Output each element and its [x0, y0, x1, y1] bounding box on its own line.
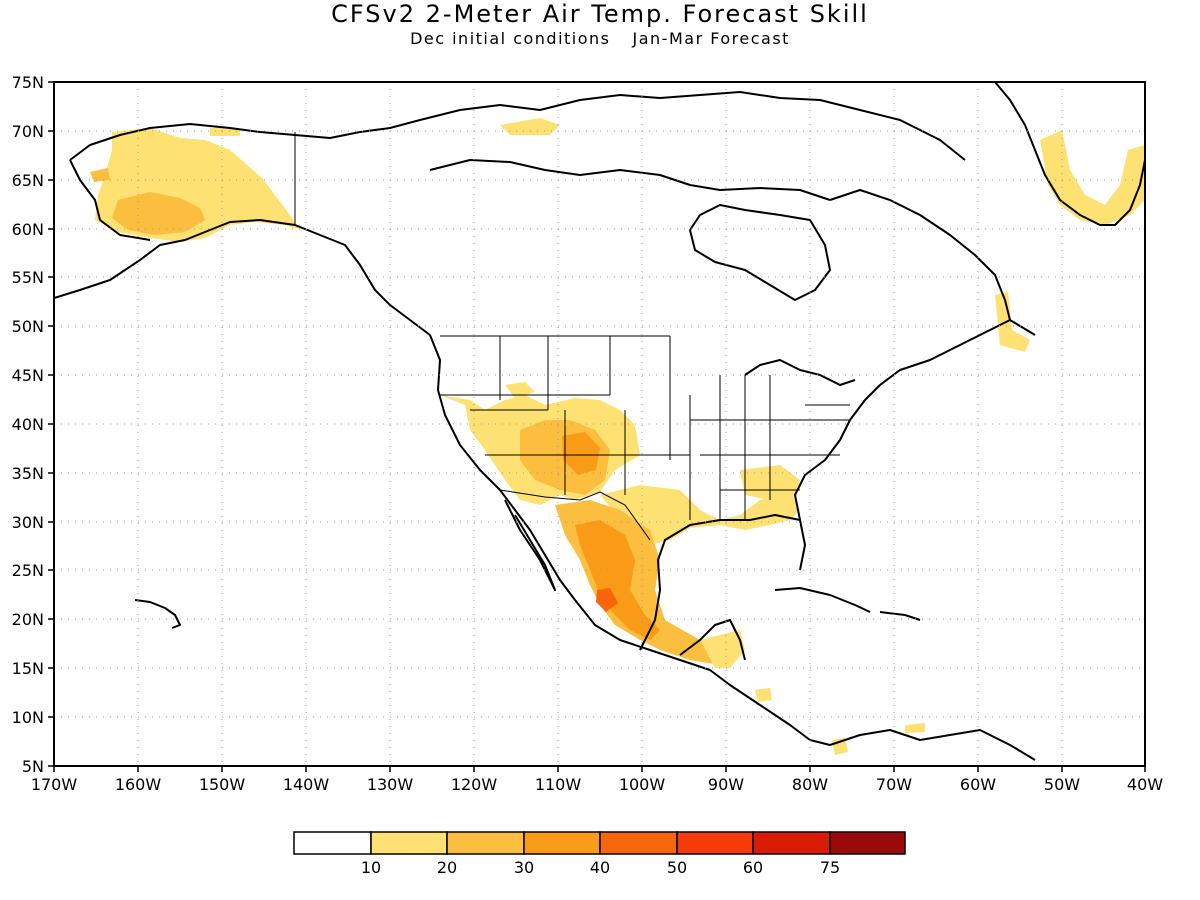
- tick-marks: [48, 81, 1146, 772]
- colorbar-swatch: [446, 831, 525, 855]
- border-us-mexico: [499, 489, 651, 541]
- shade-arctic-islands: [500, 118, 560, 135]
- colorbar-swatch: [523, 831, 601, 855]
- shade-newfoundland: [995, 292, 1030, 352]
- lon-label: 60W: [960, 775, 996, 794]
- coast-baja: [504, 499, 556, 591]
- lat-label: 50N: [12, 317, 44, 336]
- shade-greenland: [1040, 130, 1145, 225]
- lat-label: 70N: [12, 122, 44, 141]
- lat-label: 65N: [12, 171, 44, 190]
- coast-alaska-west: [69, 159, 151, 241]
- shade-mexico-core: [575, 520, 660, 640]
- map-title: CFSv2 2-Meter Air Temp. Forecast Skill: [331, 0, 869, 28]
- lon-label: 110W: [535, 775, 582, 794]
- coast-hudson-bay: [689, 204, 831, 301]
- lon-label: 150W: [199, 775, 246, 794]
- coast-great-lakes: [744, 359, 856, 386]
- colorbar-label: 75: [820, 858, 840, 877]
- shade-alaska-inner: [112, 192, 205, 235]
- coast-arctic: [359, 91, 966, 161]
- coast-yucatan: [679, 619, 746, 661]
- coast-east-us: [794, 319, 1036, 521]
- lon-label: 120W: [451, 775, 498, 794]
- lat-label: 60N: [12, 220, 44, 239]
- skill-shading: [90, 118, 1145, 755]
- lat-label: 75N: [12, 73, 44, 92]
- lon-label: 90W: [708, 775, 744, 794]
- coast-hispaniola: [879, 611, 921, 621]
- coast-mexico-pacific: [574, 599, 831, 746]
- coast-alaska: [54, 219, 431, 336]
- coast-hawaii: [134, 599, 181, 629]
- lat-label: 25N: [12, 561, 44, 580]
- lon-label: 70W: [876, 775, 912, 794]
- longitude-labels: 170W 160W 150W 140W 130W 120W 110W 100W …: [31, 775, 1163, 794]
- shade-nicaragua: [755, 688, 772, 702]
- colorbar-swatch: [752, 831, 831, 855]
- coast-cuba: [774, 587, 871, 613]
- colorbar-swatch: [599, 831, 678, 855]
- colorbar-label: 50: [667, 858, 687, 877]
- colorbar-swatch: [676, 831, 754, 855]
- lon-label: 140W: [283, 775, 330, 794]
- coast-arctic-islands: [429, 159, 831, 201]
- latitude-labels: 75N 70N 65N 60N 55N 50N 45N 40N 35N 30N …: [12, 73, 44, 776]
- shade-caribbean: [905, 723, 925, 733]
- shade-idaho: [505, 382, 535, 398]
- colorbar-label: 40: [590, 858, 610, 877]
- lat-label: 30N: [12, 513, 44, 532]
- shade-mexico-peak: [596, 588, 618, 612]
- coast-west-us: [429, 334, 576, 601]
- lon-label: 170W: [31, 775, 78, 794]
- lat-label: 10N: [12, 708, 44, 727]
- colorbar-label: 10: [361, 858, 381, 877]
- lon-label: 50W: [1044, 775, 1080, 794]
- colorbar-label: 30: [514, 858, 534, 877]
- lon-label: 130W: [367, 775, 414, 794]
- colorbar-swatch: [370, 831, 448, 855]
- colorbar-label: 20: [437, 858, 457, 877]
- lat-label: 55N: [12, 268, 44, 287]
- border-state-lines: [440, 336, 850, 520]
- shade-yukon: [210, 128, 240, 136]
- lat-label: 5N: [22, 757, 44, 776]
- lon-label: 80W: [792, 775, 828, 794]
- shade-alaska-west: [90, 168, 110, 182]
- lon-label: 160W: [115, 775, 162, 794]
- coast-labrador: [829, 189, 1011, 321]
- lat-label: 35N: [12, 464, 44, 483]
- shade-colorado: [562, 432, 600, 475]
- subtitle-initial-conditions: Dec initial conditions: [410, 29, 611, 48]
- shade-central-america: [700, 630, 745, 668]
- colorbar-label: 60: [743, 858, 763, 877]
- lat-label: 20N: [12, 610, 44, 629]
- coast-greenland: [994, 82, 1145, 226]
- colorbar: 10 20 30 40 50 60 75: [293, 831, 906, 877]
- lon-label: 40W: [1127, 775, 1163, 794]
- map-subtitle: Dec initial conditions Jan-Mar Forecast: [0, 29, 1200, 49]
- subtitle-forecast-period: Jan-Mar Forecast: [632, 29, 790, 48]
- political-borders: [294, 132, 850, 541]
- lat-label: 15N: [12, 659, 44, 678]
- lat-label: 40N: [12, 415, 44, 434]
- coast-alaska-north: [69, 123, 361, 161]
- lat-label: 45N: [12, 366, 44, 385]
- coast-south-america: [829, 729, 1036, 761]
- lon-label: 100W: [619, 775, 666, 794]
- colorbar-swatch: [293, 831, 372, 855]
- colorbar-swatch: [829, 831, 906, 855]
